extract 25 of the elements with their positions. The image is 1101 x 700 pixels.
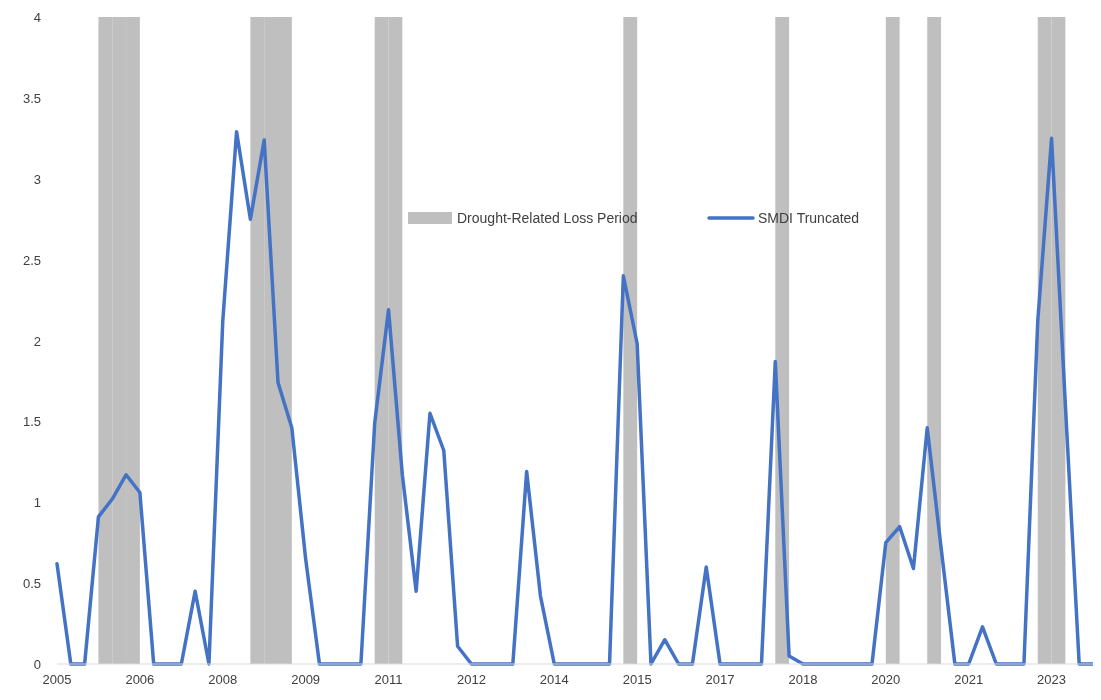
y-tick-label: 4 xyxy=(33,10,41,25)
y-tick-label: 2 xyxy=(33,333,41,349)
x-tick-label: 2018 xyxy=(788,672,818,687)
x-tick-label: 2006 xyxy=(125,672,155,687)
x-tick-label: 2017 xyxy=(705,672,735,687)
legend-label: Drought-Related Loss Period xyxy=(457,210,638,226)
x-tick-label: 2014 xyxy=(539,672,569,687)
x-tick-label: 2011 xyxy=(374,672,403,687)
x-tick-label: 2015 xyxy=(622,672,652,687)
y-tick-label: 3 xyxy=(33,171,41,187)
x-tick-label: 2005 xyxy=(42,672,72,687)
x-tick-label: 2021 xyxy=(954,672,984,687)
y-tick-label: 1 xyxy=(33,495,41,511)
x-tick-label: 2008 xyxy=(208,672,238,687)
y-tick-label: 3.5 xyxy=(22,90,41,106)
x-tick-label: 2020 xyxy=(871,672,901,687)
legend-label: SMDI Truncated xyxy=(758,210,860,226)
x-tick-label: 2023 xyxy=(1037,672,1067,687)
y-tick-label: 1.5 xyxy=(22,414,41,430)
x-tick-label: 2012 xyxy=(456,672,486,687)
line-series xyxy=(55,130,1093,666)
y-tick-label: 0.5 xyxy=(22,576,41,592)
y-tick-label: 2.5 xyxy=(22,252,41,268)
x-tick-label: 2009 xyxy=(291,672,321,687)
y-tick-label: 0 xyxy=(33,657,41,672)
